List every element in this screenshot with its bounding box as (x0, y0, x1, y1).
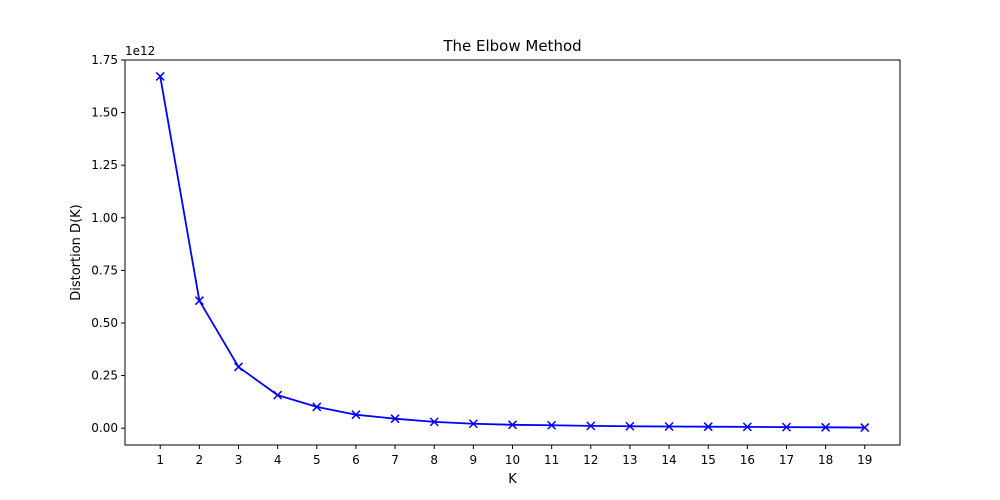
data-point-marker (664, 421, 674, 432)
chart-title: The Elbow Method (442, 37, 581, 55)
plot-frame (124, 59, 901, 446)
x-tick-label: 6 (352, 453, 360, 467)
data-point-marker (703, 422, 713, 432)
x-axis-ticks: 1 2 3 4 5 6 7 8 9 10 11 12 13 14 15 16 17 18 19 (156, 445, 872, 467)
x-tick-label: 5 (313, 453, 321, 467)
x-tick-label: 14 (661, 453, 676, 467)
data-point-marker (273, 390, 283, 400)
x-tick-label: 17 (779, 453, 794, 467)
x-tick-label: 16 (740, 453, 755, 467)
x-tick-label: 4 (274, 453, 282, 467)
y-tick-label: 1.25 (91, 158, 118, 172)
series-layer (155, 71, 870, 433)
y-tick-label: 0.25 (91, 369, 118, 383)
x-tick-label: 2 (196, 453, 204, 467)
x-tick-label: 9 (470, 453, 478, 467)
data-point-marker (233, 362, 244, 372)
y-tick-label: 0.50 (91, 316, 118, 330)
y-tick-label: 0.75 (91, 263, 118, 277)
x-tick-label: 11 (544, 453, 559, 467)
x-tick-label: 1 (156, 453, 164, 467)
x-tick-label: 10 (505, 453, 520, 467)
series-line (159, 76, 865, 429)
x-tick-label: 8 (430, 453, 438, 467)
x-tick-label: 13 (622, 453, 637, 467)
data-point-marker (390, 414, 400, 424)
data-point-marker (429, 417, 439, 427)
data-point-marker (781, 422, 792, 432)
data-point-marker (351, 410, 361, 420)
data-point-marker (821, 422, 831, 432)
data-point-marker (194, 296, 204, 306)
data-point-marker (507, 420, 518, 430)
x-tick-label: 15 (701, 453, 716, 467)
y-axis-title: Distortion D(K) (69, 204, 84, 301)
x-tick-label: 19 (857, 453, 872, 467)
data-point-marker (860, 423, 870, 433)
y-tick-label: 1.75 (91, 53, 118, 67)
data-point-marker (586, 421, 596, 431)
y-axis-ticks: 0.00 0.25 0.50 0.75 1.00 1.25 1.50 1.75 (91, 53, 125, 435)
data-point-marker (547, 420, 557, 430)
data-point-marker (625, 421, 635, 431)
data-point-marker (742, 422, 752, 432)
x-tick-label: 7 (391, 453, 399, 467)
x-tick-label: 12 (583, 453, 598, 467)
data-point-marker (312, 402, 322, 412)
y-tick-label: 1.50 (91, 106, 118, 120)
y-offset-label: 1e12 (125, 44, 155, 58)
x-axis-title: K (508, 472, 517, 487)
y-tick-label: 1.00 (91, 211, 118, 225)
y-tick-label: 0.00 (91, 421, 118, 435)
data-point-marker (155, 71, 165, 81)
x-tick-label: 18 (818, 453, 833, 467)
x-tick-label: 3 (235, 453, 243, 467)
data-point-marker (468, 419, 478, 429)
